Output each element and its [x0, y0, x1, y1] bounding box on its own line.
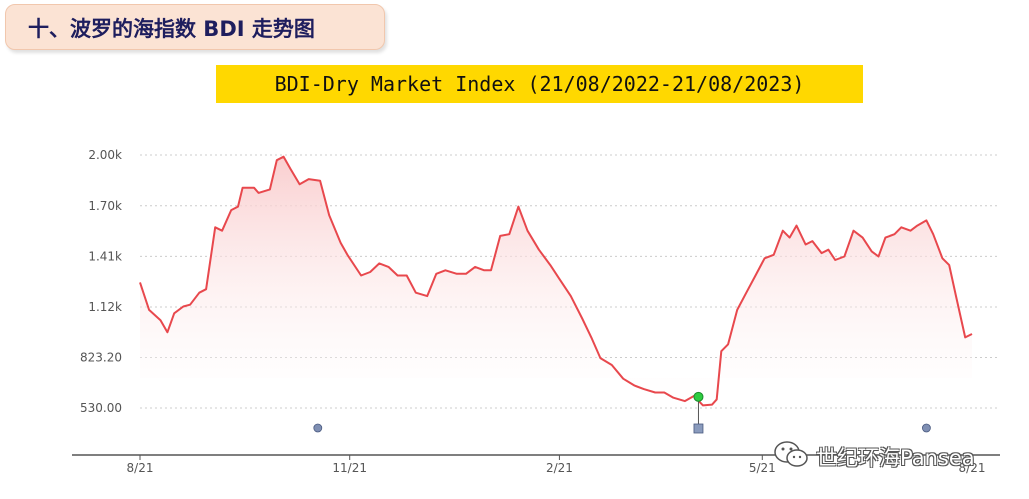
x-tick-label: 5/21: [749, 461, 776, 475]
y-tick-label: 2.00k: [88, 148, 122, 162]
chart-title-banner: BDI-Dry Market Index (21/08/2022-21/08/2…: [216, 65, 863, 103]
event-marker-square: [693, 423, 704, 434]
watermark-text: 世纪环海Pansea: [816, 446, 975, 470]
y-tick-label: 1.70k: [88, 199, 122, 213]
x-tick-label: 11/21: [332, 461, 367, 475]
series-line: [139, 155, 973, 407]
event-marker-dot: [922, 423, 931, 433]
series-area: [140, 156, 972, 406]
section-header: 十、波罗的海指数 BDI 走势图: [5, 4, 385, 50]
y-tick-label: 1.12k: [88, 300, 122, 314]
event-marker-point: [693, 391, 704, 402]
chart-title: BDI-Dry Market Index (21/08/2022-21/08/2…: [274, 72, 805, 96]
x-tick-label: 2/21: [546, 461, 573, 475]
y-tick-label: 530.00: [80, 401, 122, 415]
section-title: 十、波罗的海指数 BDI 走势图: [28, 17, 315, 41]
x-tick-label: 8/21: [127, 461, 154, 475]
wechat-icon: [774, 441, 808, 467]
event-marker-dot: [313, 423, 323, 433]
x-tick-label: 8/21: [959, 461, 986, 475]
y-tick-label: 823.20: [80, 351, 122, 365]
y-tick-label: 1.41k: [88, 249, 122, 263]
